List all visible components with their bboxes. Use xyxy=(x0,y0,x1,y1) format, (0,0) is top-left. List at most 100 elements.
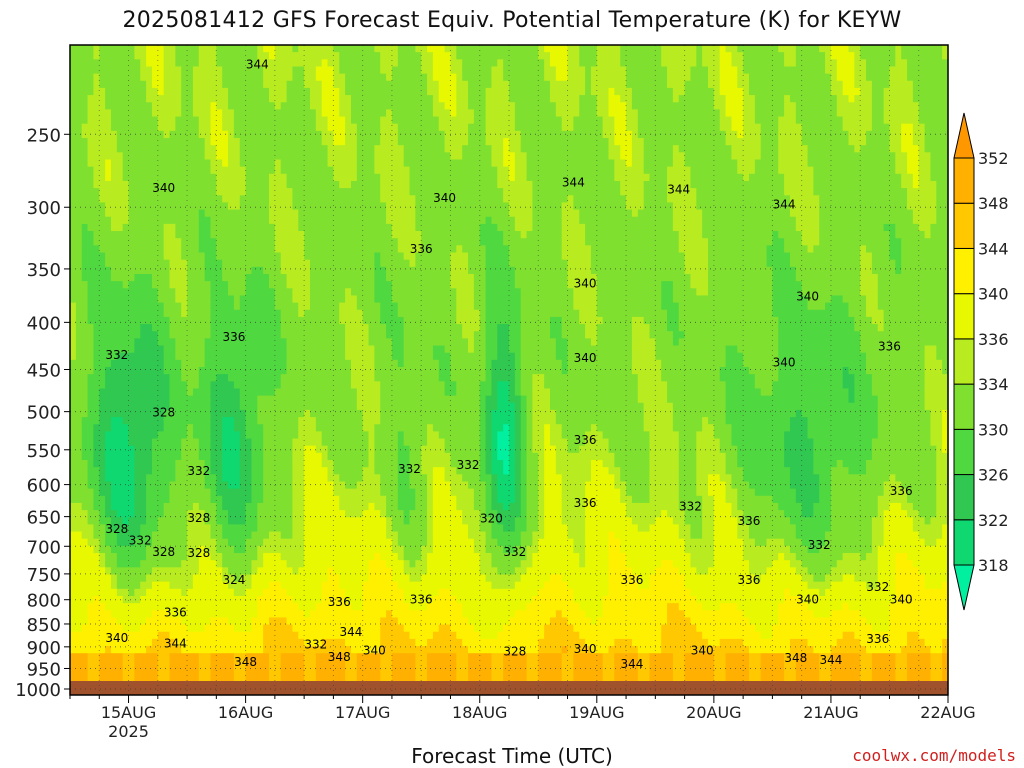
field-cell xyxy=(198,52,206,60)
field-cell xyxy=(590,80,598,89)
field-cell xyxy=(526,145,534,153)
field-cell xyxy=(485,173,493,182)
field-cell xyxy=(350,95,358,103)
field-cell xyxy=(538,138,545,146)
field-cell xyxy=(187,223,194,232)
field-cell xyxy=(251,145,258,153)
field-cell xyxy=(327,173,334,182)
field-cell xyxy=(239,130,247,139)
field-cell xyxy=(198,80,206,89)
field-cell xyxy=(871,252,879,261)
field-cell xyxy=(514,166,522,175)
field-cell xyxy=(766,238,773,246)
field-cell xyxy=(479,116,487,125)
field-cell xyxy=(731,52,738,60)
field-cell xyxy=(345,216,352,225)
field-cell xyxy=(181,209,188,218)
field-cell xyxy=(854,238,861,246)
field-cell xyxy=(192,245,200,254)
field-cell xyxy=(128,223,135,232)
field-cell xyxy=(784,259,791,268)
field-cell xyxy=(274,216,282,225)
field-cell xyxy=(549,109,557,118)
field-cell xyxy=(438,245,446,254)
field-cell xyxy=(696,116,703,125)
field-cell xyxy=(81,223,89,232)
field-cell xyxy=(386,73,393,82)
field-cell xyxy=(239,152,247,161)
field-cell xyxy=(754,273,762,282)
field-cell xyxy=(708,52,715,60)
field-cell xyxy=(848,195,855,204)
field-cell xyxy=(930,159,937,168)
field-cell xyxy=(883,202,891,211)
field-cell xyxy=(743,166,750,175)
field-cell xyxy=(573,252,580,261)
field-cell xyxy=(438,180,446,189)
field-cell xyxy=(450,109,457,118)
field-cell xyxy=(778,195,785,204)
field-cell xyxy=(503,87,510,96)
field-cell xyxy=(204,166,212,175)
field-cell xyxy=(75,173,83,182)
field-cell xyxy=(473,238,481,246)
field-cell xyxy=(374,138,381,146)
field-cell xyxy=(637,266,645,275)
field-cell xyxy=(748,238,756,246)
field-cell xyxy=(748,266,756,275)
field-cell xyxy=(421,45,428,53)
field-cell xyxy=(491,202,498,211)
field-cell xyxy=(345,95,352,103)
field-cell xyxy=(315,52,323,60)
field-cell xyxy=(350,273,358,282)
field-cell xyxy=(245,259,253,268)
field-cell xyxy=(754,159,762,168)
field-cell xyxy=(169,281,176,289)
field-cell xyxy=(116,231,124,239)
field-cell xyxy=(216,80,223,89)
field-cell xyxy=(263,159,270,168)
field-cell xyxy=(719,66,727,75)
field-cell xyxy=(321,102,329,110)
field-cell xyxy=(110,152,118,161)
field-cell xyxy=(151,195,159,204)
field-cell xyxy=(567,173,574,182)
field-cell xyxy=(327,216,334,225)
field-cell xyxy=(327,180,334,189)
field-cell xyxy=(146,87,153,96)
field-cell xyxy=(397,216,405,225)
field-cell xyxy=(444,159,452,168)
field-cell xyxy=(866,152,873,161)
field-cell xyxy=(403,209,411,218)
field-cell xyxy=(70,95,77,103)
field-cell xyxy=(514,188,522,196)
field-cell xyxy=(450,73,457,82)
field-cell xyxy=(309,166,317,175)
field-cell xyxy=(304,281,311,289)
field-cell xyxy=(661,130,668,139)
field-cell xyxy=(514,209,522,218)
field-cell xyxy=(187,123,194,132)
field-cell xyxy=(608,130,615,139)
field-cell xyxy=(110,259,118,268)
field-cell xyxy=(192,152,200,161)
field-cell xyxy=(110,87,118,96)
field-cell xyxy=(883,145,891,153)
field-cell xyxy=(163,202,171,211)
field-cell xyxy=(590,180,598,189)
field-cell xyxy=(555,109,563,118)
field-cell xyxy=(719,123,727,132)
field-cell xyxy=(485,116,493,125)
field-cell xyxy=(631,166,639,175)
field-cell xyxy=(198,231,206,239)
field-cell xyxy=(801,123,809,132)
field-cell xyxy=(784,45,791,53)
field-cell xyxy=(269,59,276,68)
field-cell xyxy=(848,266,855,275)
field-cell xyxy=(907,66,914,75)
field-cell xyxy=(169,180,176,189)
field-cell xyxy=(620,152,627,161)
field-cell xyxy=(292,116,299,125)
field-cell xyxy=(655,87,662,96)
field-cell xyxy=(690,216,697,225)
